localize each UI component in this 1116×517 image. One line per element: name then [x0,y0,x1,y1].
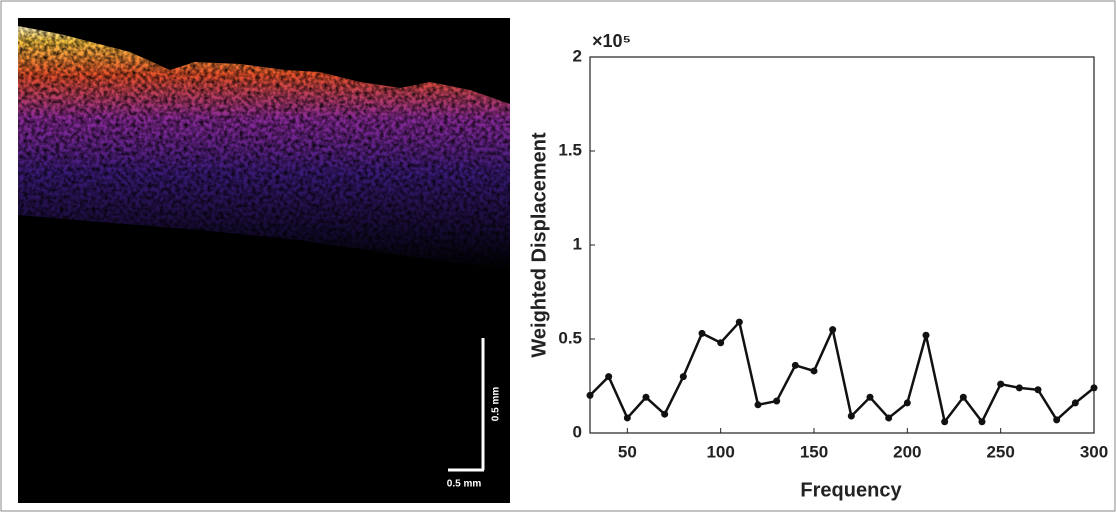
x-tick-label: 50 [618,442,637,461]
data-point [959,393,967,401]
y-axis-label: Weighted Displacement [528,132,550,358]
data-point [717,339,725,347]
data-line [589,319,1095,425]
x-axis-label: Frequency [800,479,902,501]
data-point [623,414,631,422]
data-point [829,326,837,334]
data-point [661,410,669,418]
x-tick-label: 200 [893,442,921,461]
data-point [791,361,799,369]
data-point [754,401,762,409]
x-tick-label: 250 [986,442,1014,461]
data-point [679,373,687,381]
x-tick-label: 150 [800,442,828,461]
oct-image: 0.5 mm 0.5 mm [18,18,510,503]
data-point [605,373,613,381]
data-point [642,393,650,401]
data-point [586,391,594,399]
data-point [735,318,743,326]
data-point [1071,399,1079,407]
scale-label: 0.5 mm [447,479,482,490]
data-point [997,380,1005,388]
y-tick-label: 0 [573,422,582,441]
data-point [1053,416,1061,424]
data-point [1090,384,1098,392]
data-point [847,412,855,420]
data-point [866,393,874,401]
y-tick-label: 1.5 [558,140,582,159]
data-point [941,418,949,426]
data-point [1034,386,1042,394]
data-point [810,367,818,375]
y-tick-label: 2 [573,46,582,65]
x-tick-label: 100 [706,442,734,461]
data-point [773,397,781,405]
data-point [885,414,893,422]
y-tick-label: 0.5 [558,328,582,347]
data-point [922,331,930,339]
data-point [978,418,986,426]
x-tick-label: 300 [1080,442,1108,461]
data-point [903,399,911,407]
data-point [698,329,706,337]
y-tick-label: 1 [573,234,582,253]
y-scale-label: ×10⁵ [592,31,631,51]
scale-label: 0.5 mm [491,387,502,422]
data-point [1015,384,1023,392]
